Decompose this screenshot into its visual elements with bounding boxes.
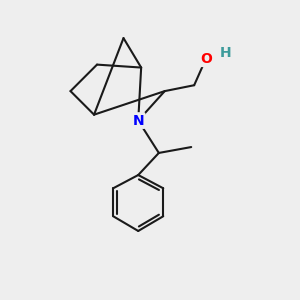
Text: H: H	[219, 46, 231, 60]
Text: O: O	[200, 52, 212, 66]
Text: N: N	[132, 114, 144, 128]
